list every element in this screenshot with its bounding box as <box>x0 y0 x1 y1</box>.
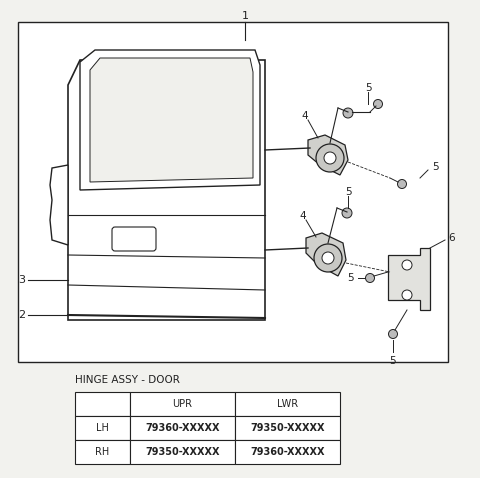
Text: RH: RH <box>96 447 109 457</box>
FancyBboxPatch shape <box>112 227 156 251</box>
Text: 5: 5 <box>345 187 351 197</box>
Circle shape <box>342 208 352 218</box>
Circle shape <box>314 244 342 272</box>
Polygon shape <box>50 165 68 245</box>
Text: LWR: LWR <box>277 399 298 409</box>
Circle shape <box>397 180 407 188</box>
Bar <box>130 392 235 416</box>
Polygon shape <box>306 233 346 276</box>
Text: 79360-XXXXX: 79360-XXXXX <box>145 423 220 433</box>
Bar <box>75 392 130 416</box>
Text: 79350-XXXXX: 79350-XXXXX <box>250 423 325 433</box>
Bar <box>130 416 235 440</box>
Polygon shape <box>388 248 430 310</box>
Text: 5: 5 <box>365 83 372 93</box>
Circle shape <box>316 144 344 172</box>
Text: 4: 4 <box>300 211 306 221</box>
Polygon shape <box>308 135 348 175</box>
Text: 2: 2 <box>18 310 25 320</box>
Bar <box>235 416 340 440</box>
Bar <box>75 416 130 440</box>
Text: 1: 1 <box>241 11 249 21</box>
Text: 79350-XXXXX: 79350-XXXXX <box>145 447 220 457</box>
Text: 6: 6 <box>448 233 455 243</box>
Bar <box>18 22 448 362</box>
Polygon shape <box>90 58 253 182</box>
Text: HINGE ASSY - DOOR: HINGE ASSY - DOOR <box>75 375 180 385</box>
Text: 3: 3 <box>19 275 25 285</box>
Circle shape <box>388 329 397 338</box>
Circle shape <box>365 273 374 282</box>
Text: 5: 5 <box>432 162 439 172</box>
Circle shape <box>402 290 412 300</box>
Bar <box>75 440 130 464</box>
Bar <box>235 392 340 416</box>
Bar <box>130 440 235 464</box>
Circle shape <box>343 108 353 118</box>
Circle shape <box>322 252 334 264</box>
Circle shape <box>324 152 336 164</box>
Text: UPR: UPR <box>172 399 192 409</box>
Text: LH: LH <box>96 423 109 433</box>
Circle shape <box>402 260 412 270</box>
Text: 5: 5 <box>348 273 354 283</box>
Circle shape <box>373 99 383 109</box>
Polygon shape <box>68 60 265 320</box>
Text: 79360-XXXXX: 79360-XXXXX <box>250 447 325 457</box>
Polygon shape <box>80 50 260 190</box>
Text: 5: 5 <box>390 356 396 366</box>
Bar <box>235 440 340 464</box>
Text: 4: 4 <box>302 111 308 121</box>
